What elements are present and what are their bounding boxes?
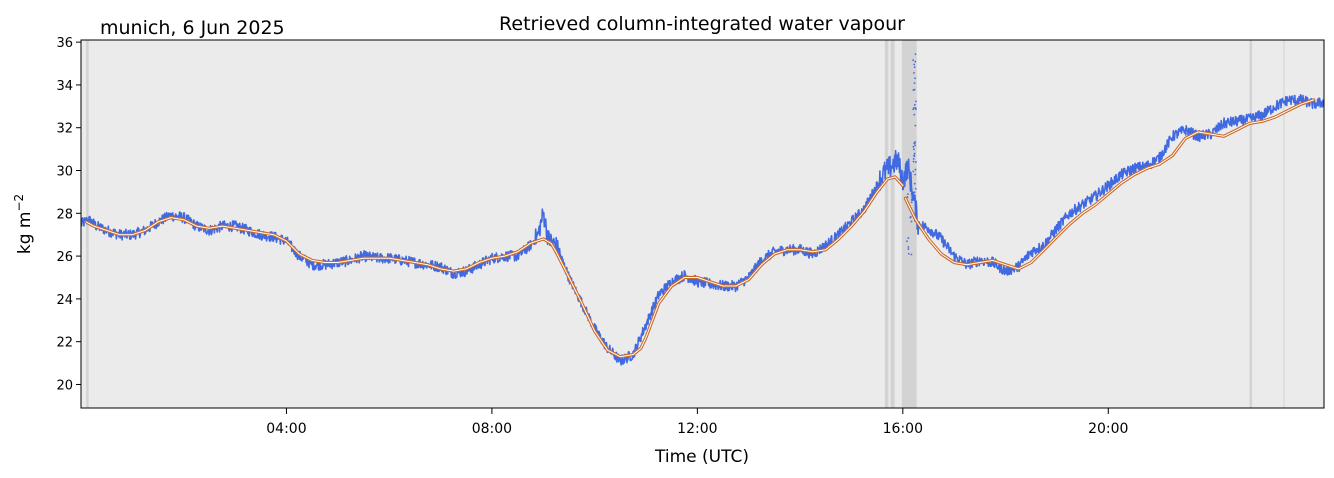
- y-tick-label: 20: [56, 378, 73, 393]
- y-tick-label: 24: [56, 293, 73, 308]
- y-axis-label: kg m−2: [12, 194, 35, 254]
- raw-point: [912, 89, 915, 92]
- raw-point: [913, 103, 916, 106]
- location-date-label: munich, 6 Jun 2025: [100, 17, 285, 39]
- raw-point: [913, 152, 916, 155]
- raw-point: [907, 248, 910, 250]
- x-axis: 04:00 08:00 12:00 16:00 20:00: [266, 408, 1128, 437]
- flag-band: [1249, 40, 1253, 408]
- raw-point: [913, 148, 915, 151]
- raw-point: [913, 154, 916, 157]
- plot-background: [81, 40, 1324, 408]
- y-axis: 20 22 24 26 28 30 32 34 36: [56, 36, 81, 393]
- raw-point: [912, 160, 915, 163]
- x-tick-label: 12:00: [677, 421, 717, 437]
- y-tick-label: 28: [56, 207, 73, 222]
- raw-point: [914, 187, 917, 190]
- raw-point: [913, 182, 916, 185]
- y-tick-label: 36: [56, 36, 73, 51]
- raw-point: [913, 66, 916, 69]
- y-axis-label-unit: kg m: [15, 212, 35, 255]
- smoothed-series-layer: [84, 98, 1316, 359]
- x-axis-label: Time (UTC): [654, 447, 749, 467]
- y-tick-label: 30: [56, 165, 73, 180]
- raw-point: [912, 108, 915, 111]
- raw-point: [910, 253, 913, 256]
- raw-point: [912, 170, 915, 173]
- raw-point: [906, 193, 909, 195]
- flag-band: [901, 40, 917, 408]
- raw-point: [914, 77, 916, 80]
- raw-point: [913, 71, 915, 74]
- raw-point: [913, 82, 916, 84]
- flag-band: [890, 40, 895, 408]
- raw-point: [913, 63, 916, 66]
- raw-point: [910, 192, 913, 195]
- y-tick-label: 22: [56, 336, 73, 351]
- raw-point: [914, 144, 916, 147]
- raw-point: [910, 198, 913, 201]
- raw-point: [912, 59, 915, 62]
- raw-point: [909, 216, 912, 219]
- raw-point: [914, 161, 917, 163]
- raw-point: [912, 158, 915, 160]
- raw-point: [912, 145, 915, 148]
- smoothed-series-core: [904, 99, 1315, 270]
- y-tick-label: 32: [56, 122, 73, 137]
- x-tick-label: 16:00: [883, 421, 923, 437]
- x-tick-label: 04:00: [266, 421, 306, 437]
- raw-point: [914, 107, 917, 109]
- raw-point: [910, 201, 913, 204]
- flag-band: [884, 40, 889, 408]
- raw-point: [914, 141, 917, 143]
- y-axis-label-exponent: −2: [12, 194, 26, 212]
- raw-point: [907, 252, 910, 255]
- raw-point: [913, 113, 916, 116]
- raw-point: [914, 53, 917, 56]
- chart-title: Retrieved column-integrated water vapour: [499, 13, 905, 35]
- raw-point: [913, 191, 916, 194]
- x-tick-label: 20:00: [1088, 421, 1128, 437]
- smoothed-series-core: [85, 176, 904, 358]
- raw-point: [914, 124, 917, 127]
- flag-band: [1283, 40, 1285, 408]
- y-tick-label: 26: [56, 250, 73, 265]
- y-tick-label: 34: [56, 79, 73, 94]
- raw-point: [906, 196, 909, 198]
- raw-point: [914, 194, 916, 197]
- raw-point: [914, 60, 917, 63]
- raw-point: [907, 237, 910, 239]
- raw-point: [914, 168, 917, 171]
- raw-point: [907, 246, 910, 248]
- x-tick-label: 08:00: [472, 421, 512, 437]
- raw-point: [910, 220, 913, 223]
- plot-frame: [80, 39, 1325, 409]
- raw-point: [906, 240, 908, 243]
- raw-point: [915, 100, 917, 103]
- raw-point: [913, 106, 915, 109]
- raw-point: [914, 173, 917, 176]
